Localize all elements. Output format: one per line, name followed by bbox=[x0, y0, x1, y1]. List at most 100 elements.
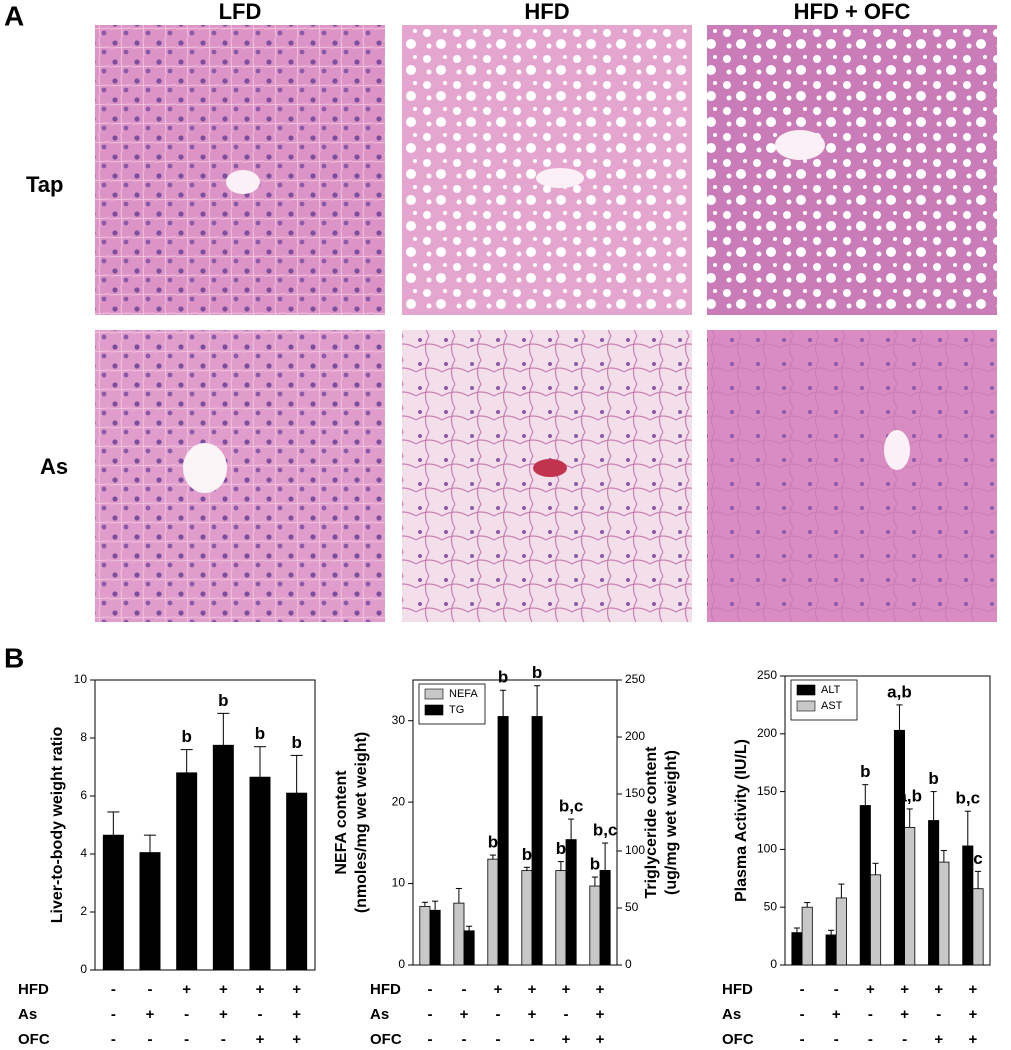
condition-sign: + bbox=[460, 1006, 469, 1023]
error-bar bbox=[421, 901, 428, 907]
error-bar bbox=[455, 887, 462, 904]
condition-sign: - bbox=[936, 1006, 941, 1023]
significance-label: b,c bbox=[956, 789, 981, 808]
condition-label: As bbox=[370, 1006, 389, 1023]
condition-sign: + bbox=[292, 981, 301, 998]
y-axis-label: (nmoles/mg wet weight) bbox=[353, 732, 370, 913]
condition-sign: - bbox=[462, 981, 467, 998]
bar bbox=[453, 902, 465, 966]
condition-sign: - bbox=[258, 1006, 263, 1023]
condition-sign: - bbox=[462, 1031, 467, 1048]
vein bbox=[884, 430, 910, 470]
bar bbox=[212, 744, 234, 971]
error-bar bbox=[896, 704, 903, 731]
condition-sign: + bbox=[832, 1006, 841, 1023]
significance-label: b bbox=[181, 727, 191, 746]
bar bbox=[791, 932, 803, 966]
plot-frame bbox=[94, 679, 316, 971]
row-header: Tap bbox=[26, 172, 63, 197]
legend-label: AST bbox=[821, 700, 843, 712]
bar bbox=[859, 805, 871, 966]
condition-sign: - bbox=[428, 1031, 433, 1048]
legend-label: ALT bbox=[821, 684, 841, 696]
bar bbox=[419, 905, 431, 966]
bar bbox=[928, 820, 940, 966]
micrograph-texture bbox=[95, 25, 385, 315]
y-tick-label: 6 bbox=[80, 788, 87, 802]
legend-swatch bbox=[796, 684, 816, 696]
y-tick-label: 2 bbox=[80, 904, 87, 918]
condition-sign: + bbox=[494, 981, 503, 998]
legend-box bbox=[418, 683, 486, 725]
micrographs bbox=[95, 25, 997, 622]
condition-sign: + bbox=[219, 981, 228, 998]
error-bar bbox=[253, 746, 267, 778]
bar bbox=[870, 874, 882, 966]
plot-frame bbox=[784, 675, 991, 966]
micrograph-texture bbox=[707, 25, 997, 315]
bar bbox=[497, 716, 509, 966]
error-bar bbox=[602, 842, 609, 871]
condition-sign: - bbox=[868, 1031, 873, 1048]
condition-sign: - bbox=[111, 1006, 116, 1023]
error-bar bbox=[290, 754, 303, 794]
error-bar bbox=[964, 810, 971, 846]
condition-sign: - bbox=[148, 981, 153, 998]
bar bbox=[962, 845, 974, 966]
condition-sign: + bbox=[969, 981, 978, 998]
condition-label: OFC bbox=[722, 1031, 754, 1048]
y2-tick-label: 200 bbox=[625, 729, 645, 743]
y2-axis-label: (ug/mg wet weight) bbox=[663, 750, 680, 895]
condition-sign: - bbox=[496, 1031, 501, 1048]
y-tick-label: 0 bbox=[770, 957, 777, 971]
bar bbox=[599, 869, 611, 966]
bar bbox=[893, 729, 905, 966]
significance-label: b,c bbox=[559, 797, 584, 816]
y-tick-label: 20 bbox=[392, 794, 406, 808]
y-tick-label: 200 bbox=[757, 726, 777, 740]
bar bbox=[463, 930, 475, 966]
condition-sign: + bbox=[146, 1006, 155, 1023]
error-bar bbox=[568, 818, 575, 840]
condition-sign: - bbox=[564, 1006, 569, 1023]
bar bbox=[139, 852, 161, 971]
significance-label: b bbox=[498, 668, 508, 687]
significance-label: b bbox=[590, 855, 600, 874]
condition-sign: - bbox=[868, 1006, 873, 1023]
error-bar bbox=[591, 876, 598, 887]
bar bbox=[555, 870, 567, 966]
bar bbox=[521, 870, 533, 966]
bar bbox=[176, 772, 198, 971]
condition-label: OFC bbox=[18, 1031, 50, 1048]
legend-swatch bbox=[424, 688, 444, 700]
y-axis-label: NEFA content bbox=[333, 770, 350, 875]
condition-sign: + bbox=[256, 1031, 265, 1048]
column-header: HFD + OFC bbox=[794, 0, 911, 24]
legend-swatch bbox=[424, 704, 444, 716]
row-header: As bbox=[40, 454, 68, 479]
condition-sign: + bbox=[969, 1031, 978, 1048]
y-tick-label: 250 bbox=[757, 668, 777, 682]
condition-sign: + bbox=[969, 1006, 978, 1023]
legend-box bbox=[790, 679, 858, 721]
condition-sign: + bbox=[528, 981, 537, 998]
error-bar bbox=[828, 929, 835, 935]
significance-label: a,b bbox=[887, 682, 912, 701]
bar bbox=[286, 792, 308, 971]
condition-sign: - bbox=[530, 1031, 535, 1048]
vein bbox=[775, 130, 825, 160]
condition-sign: + bbox=[562, 1031, 571, 1048]
condition-sign: - bbox=[184, 1006, 189, 1023]
condition-sign: + bbox=[596, 1031, 605, 1048]
significance-label: b bbox=[860, 762, 870, 781]
error-bar bbox=[974, 870, 982, 889]
condition-sign: - bbox=[800, 1031, 805, 1048]
bar bbox=[825, 934, 837, 966]
condition-sign: + bbox=[596, 1006, 605, 1023]
condition-sign: - bbox=[428, 981, 433, 998]
y-tick-label: 4 bbox=[80, 846, 87, 860]
error-bar bbox=[862, 784, 869, 806]
error-bar bbox=[930, 791, 937, 821]
significance-label: b,c bbox=[593, 821, 618, 840]
condition-sign: - bbox=[834, 981, 839, 998]
